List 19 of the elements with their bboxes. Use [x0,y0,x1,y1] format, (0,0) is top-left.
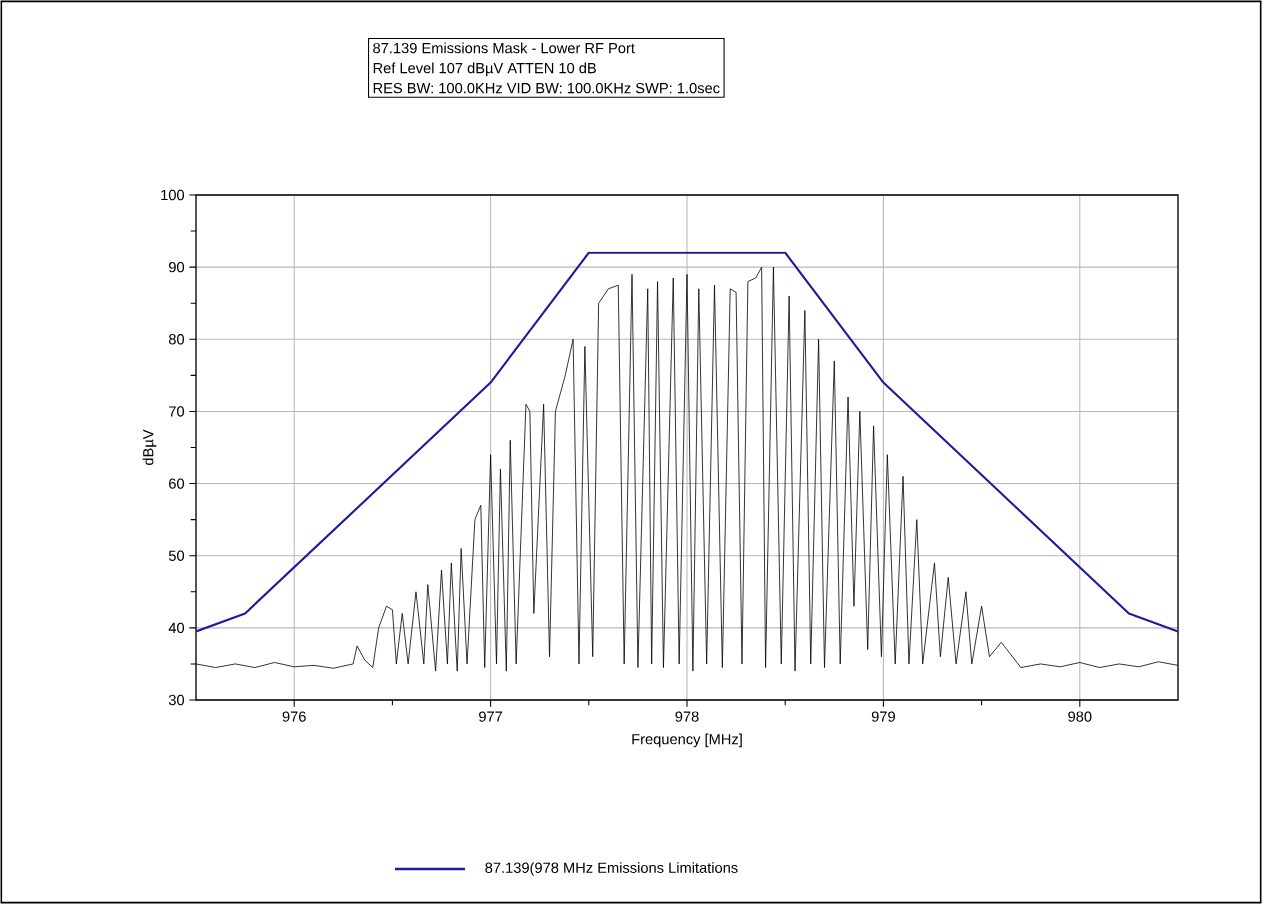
text: RES BW: 100.0KHz VID BW: 100.0KHz SWP: 1.0sec [373,82,720,94]
y-tick-label: 30 [168,694,185,706]
y-tick-label: 40 [168,622,185,634]
y-tick-label: 100 [161,189,185,201]
y-tick-label: 90 [169,261,185,273]
y-tick-label: 50 [168,550,185,561]
legend-label: 87.139(978 MHz Emissions Limitations [485,862,738,876]
x-tick-label: 978 [675,711,699,722]
y-tick-label: 80 [168,334,185,345]
y-tick-label: 60 [169,478,185,489]
x-tick-label: 976 [282,711,306,722]
y-tick-label: 70 [169,406,185,417]
chart-subtitle: Ref Level 107 dBµV ATTEN 10 dB [373,62,596,77]
chart-title: 87.139 Emissions Mask - Lower RF Port [373,42,635,54]
x-tick-label: 979 [871,711,895,722]
x-tick-label: 977 [479,711,503,722]
x-axis-title: Frequency [MHz] [632,733,742,748]
y-axis-title: dBµV [142,429,157,465]
x-tick-label: 980 [1068,711,1092,722]
